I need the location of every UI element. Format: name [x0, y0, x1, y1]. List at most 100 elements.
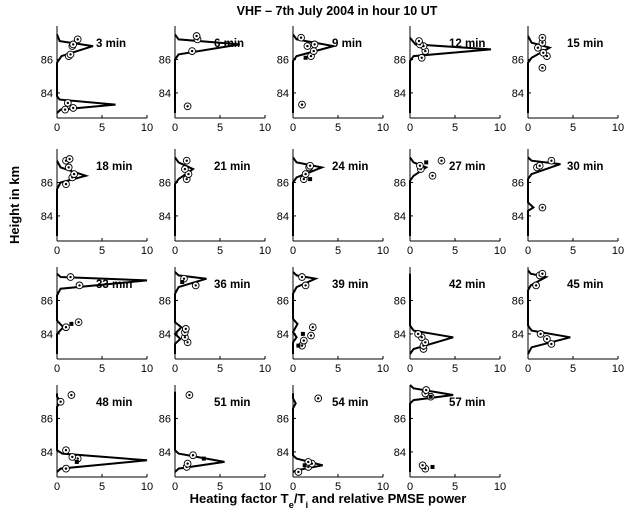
- x-tick-label: 10: [141, 481, 153, 493]
- pmse-circle-dot: [311, 326, 314, 329]
- pmse-square-marker: [180, 280, 185, 285]
- x-tick-label: 0: [407, 481, 413, 493]
- panel-time-label: 15 min: [567, 38, 603, 50]
- profile-line: [292, 156, 326, 236]
- pmse-circle-dot: [539, 332, 542, 336]
- pmse-circle-dot: [424, 49, 427, 53]
- y-tick-label: 84: [277, 88, 289, 100]
- pmse-circle-dot: [72, 106, 75, 110]
- pmse-circle-dot: [420, 336, 423, 339]
- pmse-circle-dot: [545, 54, 549, 58]
- panel-6: 0 5 10 84 86 18 min: [41, 149, 153, 257]
- panel-time-label: 33 min: [96, 279, 132, 291]
- y-tick-label: 84: [512, 88, 524, 100]
- profile-line: [56, 393, 148, 473]
- pmse-circle-dot: [299, 36, 303, 39]
- x-tick-label: 10: [259, 481, 271, 493]
- x-tick-label: 10: [377, 122, 389, 134]
- panel-time-label: 39 min: [332, 279, 368, 291]
- panel-19: 0 5 10 84 86 57 min: [394, 384, 506, 493]
- pmse-circle-dot: [417, 39, 421, 43]
- pmse-circle-dot: [182, 277, 186, 280]
- pmse-circle-dot: [183, 336, 187, 339]
- x-tick-label: 10: [494, 122, 506, 134]
- y-tick-label: 86: [394, 177, 406, 189]
- x-tick-label: 10: [259, 245, 271, 257]
- y-tick-label: 84: [277, 211, 289, 223]
- panel-time-label: 6 min: [214, 38, 244, 50]
- x-tick-label: 10: [377, 363, 389, 375]
- x-tick-label: 10: [612, 122, 624, 134]
- pmse-circle-dot: [312, 49, 315, 53]
- y-tick-label: 84: [41, 211, 53, 223]
- pmse-circle-dot: [195, 34, 198, 38]
- x-axis-label-main: Heating factor T: [190, 491, 289, 506]
- panel-16: 0 5 10 84 86 48 min: [41, 385, 153, 493]
- profile-line: [174, 391, 225, 473]
- x-tick-label: 0: [172, 481, 178, 493]
- x-tick-label: 10: [377, 245, 389, 257]
- pmse-circle-dot: [66, 101, 70, 105]
- x-tick-label: 10: [259, 122, 271, 134]
- x-tick-label: 5: [452, 245, 458, 257]
- pmse-circle-dot: [420, 56, 423, 59]
- x-tick-label: 5: [217, 245, 223, 257]
- y-tick-label: 84: [394, 211, 406, 223]
- pmse-circle-dot: [76, 457, 79, 460]
- y-tick-label: 86: [277, 177, 289, 189]
- x-tick-label: 10: [612, 245, 624, 257]
- panel-10: 0 5 10 84 86 30 min: [512, 149, 624, 257]
- pmse-circle-dot: [306, 44, 309, 48]
- x-tick-label: 5: [335, 245, 341, 257]
- pmse-circle-dot: [431, 174, 434, 177]
- pmse-circle-dot: [307, 460, 310, 464]
- pmse-circle-dot: [424, 341, 427, 344]
- x-axis-label-end: and relative PMSE power: [308, 491, 466, 506]
- pmse-circle-dot: [304, 284, 307, 287]
- pmse-circle-dot: [69, 53, 72, 56]
- y-tick-label: 84: [512, 211, 524, 223]
- y-tick-label: 84: [41, 88, 53, 100]
- x-tick-label: 10: [494, 363, 506, 375]
- y-tick-label: 84: [394, 447, 406, 459]
- pmse-circle-dot: [69, 275, 72, 279]
- pmse-circle-dot: [317, 397, 320, 400]
- x-axis-label-mid: /T: [294, 491, 306, 506]
- pmse-circle-dot: [418, 164, 422, 167]
- pmse-circle-dot: [184, 327, 187, 331]
- x-axis-label: Heating factor Te/Ti and relative PMSE p…: [190, 491, 467, 511]
- pmse-circle-dot: [541, 36, 544, 39]
- pmse-circle-dot: [59, 400, 62, 403]
- x-tick-label: 10: [259, 363, 271, 375]
- x-tick-label: 5: [452, 363, 458, 375]
- panel-time-label: 54 min: [332, 397, 368, 409]
- x-tick-label: 0: [54, 481, 60, 493]
- y-axis-label: Height in km: [7, 166, 22, 244]
- pmse-circle-dot: [541, 272, 544, 275]
- pmse-circle-dot: [186, 462, 189, 465]
- pmse-square-marker: [69, 321, 74, 326]
- y-tick-label: 86: [512, 295, 524, 307]
- pmse-circle-dot: [63, 108, 67, 111]
- profile-line: [291, 271, 319, 354]
- y-tick-label: 86: [41, 54, 53, 66]
- pmse-circle-dot: [307, 465, 310, 469]
- x-tick-label: 0: [407, 245, 413, 257]
- pmse-square-marker: [308, 177, 313, 182]
- x-tick-label: 5: [99, 122, 105, 134]
- pmse-circle-dot: [190, 49, 194, 53]
- y-tick-label: 86: [394, 54, 406, 66]
- profile-line: [409, 273, 454, 355]
- pmse-circle-dot: [78, 284, 81, 287]
- x-tick-label: 5: [452, 122, 458, 134]
- pmse-circle-dot: [425, 388, 428, 392]
- pmse-square-marker: [430, 464, 435, 469]
- x-tick-label: 0: [54, 363, 60, 375]
- panel-time-label: 48 min: [96, 397, 132, 409]
- pmse-circle-dot: [300, 344, 304, 347]
- panel-3: 0 5 10 84 86 9 min: [277, 26, 389, 134]
- x-tick-label: 0: [407, 363, 413, 375]
- pmse-circle-dot: [308, 164, 312, 167]
- y-tick-label: 86: [41, 177, 53, 189]
